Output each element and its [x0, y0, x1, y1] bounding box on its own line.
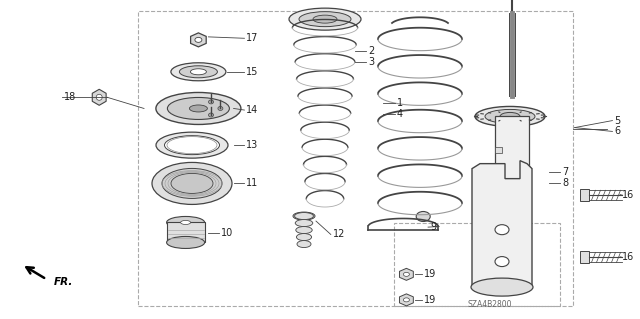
- Ellipse shape: [180, 220, 191, 225]
- Text: 7: 7: [562, 167, 568, 177]
- Text: 4: 4: [397, 109, 403, 119]
- Ellipse shape: [475, 107, 545, 126]
- Ellipse shape: [179, 66, 218, 78]
- Ellipse shape: [162, 168, 222, 198]
- Polygon shape: [495, 147, 502, 153]
- Ellipse shape: [295, 219, 313, 226]
- Text: 8: 8: [562, 178, 568, 189]
- Ellipse shape: [293, 212, 315, 220]
- Ellipse shape: [403, 272, 410, 276]
- Ellipse shape: [191, 69, 206, 75]
- Polygon shape: [191, 33, 206, 47]
- Ellipse shape: [166, 236, 205, 249]
- Ellipse shape: [209, 113, 214, 117]
- Ellipse shape: [416, 211, 430, 221]
- Text: 19: 19: [424, 295, 436, 305]
- Text: 11: 11: [246, 178, 259, 189]
- Text: 16: 16: [622, 189, 634, 200]
- Ellipse shape: [209, 100, 214, 104]
- Ellipse shape: [152, 162, 232, 204]
- Ellipse shape: [171, 63, 226, 81]
- Ellipse shape: [495, 256, 509, 267]
- Ellipse shape: [495, 225, 509, 235]
- Text: 18: 18: [64, 92, 76, 102]
- Ellipse shape: [96, 94, 102, 100]
- Polygon shape: [580, 251, 589, 263]
- Ellipse shape: [164, 136, 220, 155]
- Ellipse shape: [500, 112, 520, 121]
- Ellipse shape: [296, 234, 312, 241]
- Text: 2: 2: [368, 46, 374, 56]
- Ellipse shape: [289, 8, 361, 30]
- Text: SZA4B2800: SZA4B2800: [467, 300, 512, 309]
- Polygon shape: [399, 268, 413, 280]
- Ellipse shape: [168, 98, 229, 119]
- Polygon shape: [92, 89, 106, 105]
- Ellipse shape: [189, 105, 207, 112]
- Ellipse shape: [296, 226, 312, 234]
- Text: 19: 19: [424, 269, 436, 279]
- Text: 17: 17: [246, 33, 259, 43]
- Ellipse shape: [166, 217, 205, 228]
- Polygon shape: [495, 116, 529, 179]
- Ellipse shape: [485, 109, 535, 123]
- Ellipse shape: [171, 174, 213, 193]
- Text: 3: 3: [368, 57, 374, 67]
- Text: 1: 1: [397, 98, 403, 108]
- Text: FR.: FR.: [54, 277, 73, 287]
- Ellipse shape: [297, 241, 311, 248]
- Ellipse shape: [218, 107, 223, 110]
- Ellipse shape: [294, 212, 314, 219]
- Ellipse shape: [313, 15, 337, 23]
- Text: 10: 10: [221, 228, 233, 238]
- Ellipse shape: [156, 132, 228, 158]
- Polygon shape: [399, 294, 413, 306]
- Text: 9: 9: [430, 222, 436, 232]
- Text: 15: 15: [246, 67, 259, 77]
- Ellipse shape: [403, 298, 410, 302]
- Text: 13: 13: [246, 140, 259, 150]
- Text: 5: 5: [614, 115, 621, 126]
- Text: 16: 16: [622, 252, 634, 262]
- Text: 14: 14: [246, 105, 259, 115]
- Polygon shape: [166, 222, 205, 242]
- Polygon shape: [472, 161, 532, 287]
- Ellipse shape: [156, 93, 241, 124]
- Ellipse shape: [299, 11, 351, 27]
- Text: 6: 6: [614, 126, 621, 137]
- Text: 12: 12: [333, 229, 345, 240]
- Ellipse shape: [195, 37, 202, 42]
- Polygon shape: [580, 189, 589, 201]
- Ellipse shape: [471, 278, 533, 296]
